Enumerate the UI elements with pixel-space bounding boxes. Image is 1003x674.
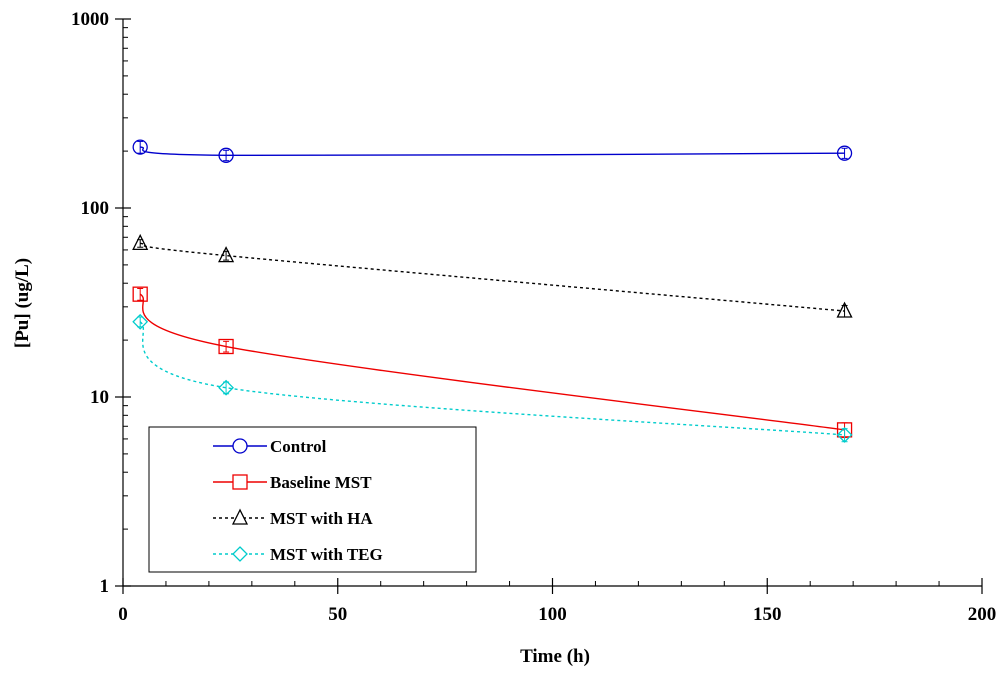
data-point-control [132, 139, 148, 155]
series-baseline-mst [132, 286, 853, 439]
legend-box [148, 426, 477, 573]
error-bar [223, 340, 230, 353]
legend-label: MST with HA [270, 509, 373, 528]
data-point-mst-with-ha [218, 246, 235, 263]
data-point-mst-with-teg [132, 313, 149, 330]
series-control [132, 139, 853, 163]
series-line-mst-with-teg [139, 321, 845, 436]
y-tick-label: 1 [100, 576, 110, 597]
legend-label: MST with TEG [270, 545, 383, 564]
x-tick-label: 200 [968, 604, 997, 625]
legend-marker-mst-with-ha [231, 508, 249, 525]
data-point-mst-with-ha [836, 301, 853, 318]
y-tick-label: 1000 [71, 9, 109, 30]
data-point-control [836, 145, 853, 161]
x-tick-label: 150 [753, 604, 782, 625]
x-tick-label: 100 [538, 604, 567, 625]
legend-label: Baseline MST [270, 473, 372, 492]
data-point-mst-with-teg [218, 379, 234, 396]
legend-marker-mst-with-teg [232, 546, 248, 562]
data-point-mst-with-ha [132, 233, 149, 251]
y-tick-label: 100 [81, 198, 110, 219]
series-mst-with-teg [132, 313, 853, 443]
error-bar [223, 149, 230, 162]
series-mst-with-ha [132, 233, 853, 318]
x-axis-label: Time (h) [520, 646, 590, 667]
data-point-mst-with-teg [836, 427, 853, 443]
series-line-mst-with-ha [140, 242, 845, 312]
y-tick-label: 10 [90, 387, 109, 408]
legend-label: Control [270, 437, 327, 456]
legend-item-mst-with-teg: MST with TEG [213, 545, 383, 564]
data-point-baseline-mst [218, 338, 234, 355]
legend-item-control: Control [213, 437, 327, 456]
series-line-baseline-mst [139, 293, 845, 431]
error-bar [137, 288, 144, 301]
chart-series [132, 139, 853, 443]
y-axis-label: [Pu] (ug/L) [12, 258, 33, 348]
legend-item-mst-with-ha: MST with HA [213, 508, 373, 528]
data-point-control [218, 147, 234, 163]
chart-axes: 1 10 100 1000 0 50 100 150 200 [71, 9, 996, 625]
x-tick-label: 0 [118, 604, 128, 625]
series-line-control [140, 146, 845, 157]
data-point-baseline-mst [132, 286, 148, 302]
x-tick-label: 50 [328, 604, 347, 625]
error-bar [137, 316, 144, 328]
legend-marker-baseline-mst [232, 474, 248, 490]
error-bar [841, 147, 848, 159]
legend-marker-control [232, 438, 248, 454]
legend-item-baseline-mst: Baseline MST [213, 473, 372, 492]
chart-legend: Control Baseline MST MST with HA MST with T… [148, 426, 477, 573]
